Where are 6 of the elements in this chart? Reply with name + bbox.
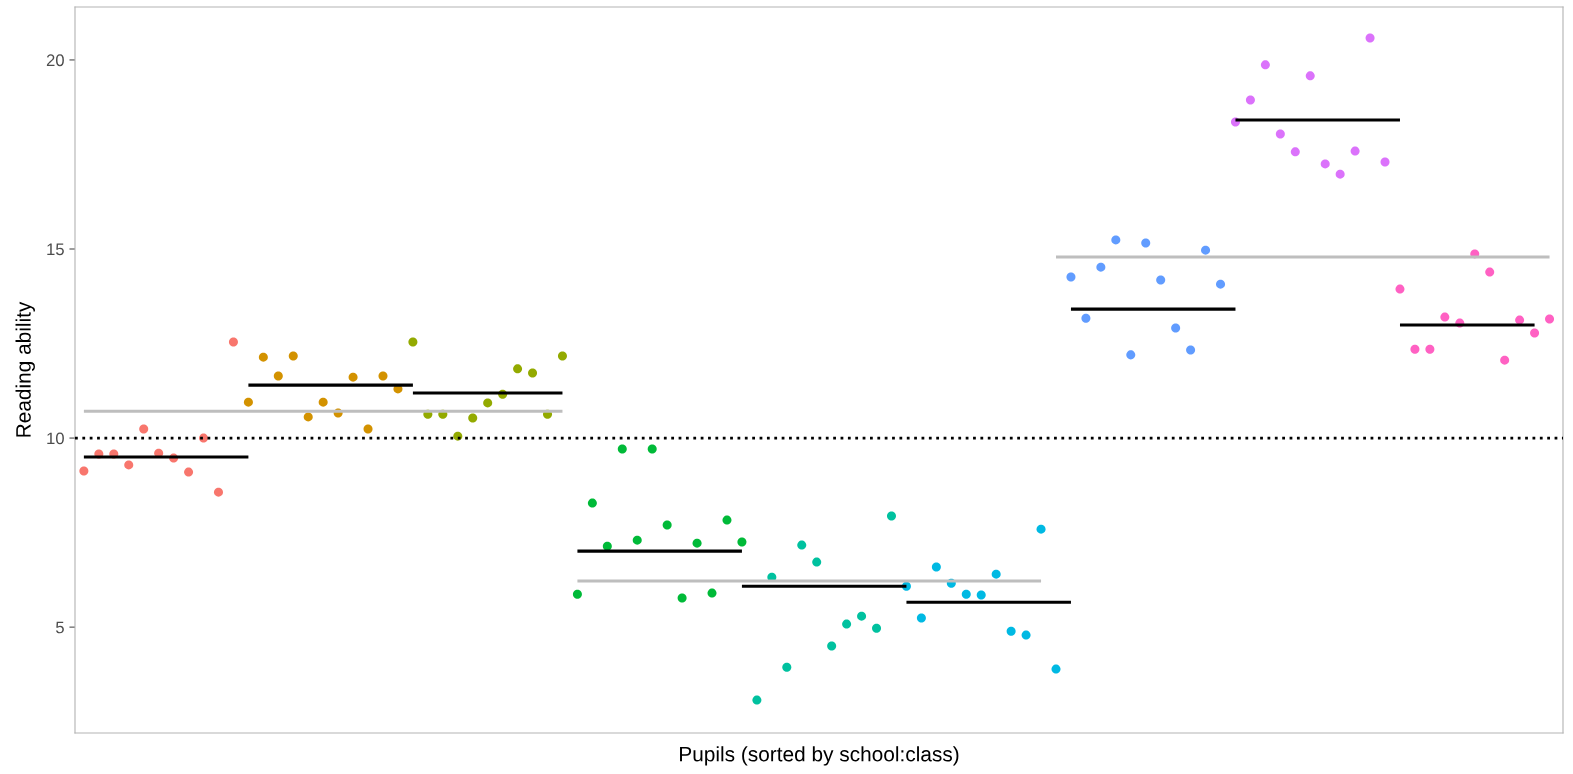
- y-tick-label: 5: [55, 621, 64, 634]
- x-axis-title: Pupils (sorted by school:class): [680, 746, 959, 766]
- y-tick-label: 10: [47, 432, 64, 445]
- y-tick-label: 20: [46, 54, 64, 67]
- y-axis-title: Reading ability: [15, 301, 35, 437]
- y-tick-label: 15: [47, 243, 64, 256]
